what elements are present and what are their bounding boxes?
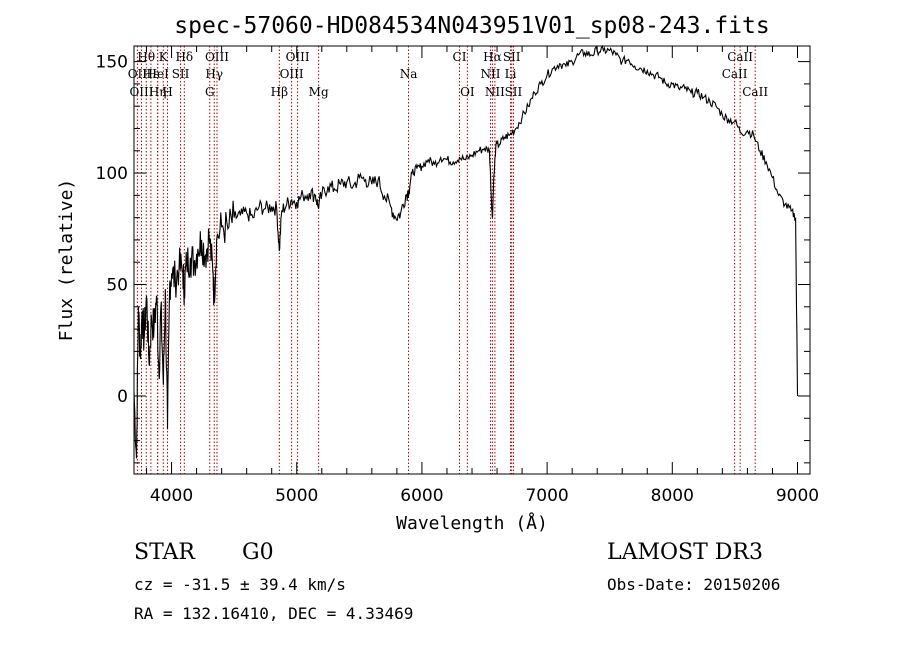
- line-label: Mg: [309, 85, 329, 99]
- line-label: OIII: [129, 85, 153, 99]
- line-label: Hβ: [271, 85, 288, 99]
- y-tick-label: 100: [96, 164, 128, 184]
- spectrum-line: [133, 44, 799, 459]
- coordinates-text: RA = 132.16410, DEC = 4.33469: [134, 604, 414, 623]
- line-label: HeI: [147, 67, 170, 81]
- line-label: Na: [400, 67, 418, 81]
- plot-frame: [133, 45, 811, 475]
- line-label: OIII: [280, 67, 304, 81]
- x-tick-label: 5000: [275, 486, 318, 506]
- y-axis-label: Flux (relative): [56, 179, 77, 342]
- line-label: G: [205, 85, 215, 99]
- y-tick-label: 0: [117, 387, 128, 407]
- x-axis-ticks: 4000 5000 6000 7000 8000 9000: [146, 46, 819, 506]
- line-label: CI: [453, 50, 467, 64]
- line-label: OII: [128, 67, 148, 81]
- line-label: Hθ: [137, 50, 155, 64]
- y-tick-label: 50: [106, 276, 128, 296]
- chart-title: spec-57060-HD084534N043951V01_sp08-243.f…: [174, 13, 769, 39]
- spectral-subclass: G0: [242, 540, 274, 565]
- x-tick-label: 9000: [776, 486, 819, 506]
- line-label: Hδ: [175, 50, 193, 64]
- line-label: Hα: [483, 50, 502, 64]
- x-tick-label: 6000: [400, 486, 443, 506]
- object-class: STAR: [134, 540, 195, 565]
- line-label: OI: [460, 85, 475, 99]
- observation-date: Obs-Date: 20150206: [607, 575, 781, 594]
- line-label: OIII: [286, 50, 310, 64]
- line-label: K: [159, 50, 169, 64]
- x-tick-label: 7000: [525, 486, 568, 506]
- line-label: Hη: [149, 85, 167, 99]
- x-tick-label: 4000: [150, 486, 193, 506]
- x-axis-label: Wavelength (Å): [396, 512, 548, 534]
- line-label: SII: [505, 85, 523, 99]
- y-tick-label: 150: [96, 53, 128, 73]
- line-label: SII: [172, 67, 190, 81]
- line-label: Hε: [143, 67, 160, 81]
- x-tick-label: 8000: [651, 486, 694, 506]
- line-label: NII: [485, 85, 505, 99]
- line-label: H: [162, 85, 172, 99]
- line-label: Hγ: [205, 67, 223, 81]
- line-markers: [136, 46, 756, 474]
- line-label: NII: [481, 67, 501, 81]
- line-label: CaII: [727, 50, 753, 64]
- line-label: CaII: [722, 67, 748, 81]
- line-label: SII: [503, 50, 521, 64]
- survey-name: LAMOST DR3: [607, 540, 763, 565]
- line-label: Li: [505, 67, 517, 81]
- y-axis-ticks: 0 50 100 150: [96, 53, 810, 464]
- line-label: CaII: [742, 85, 768, 99]
- redshift-text: cz = -31.5 ± 39.4 km/s: [134, 575, 346, 594]
- line-label: OIII: [205, 50, 229, 64]
